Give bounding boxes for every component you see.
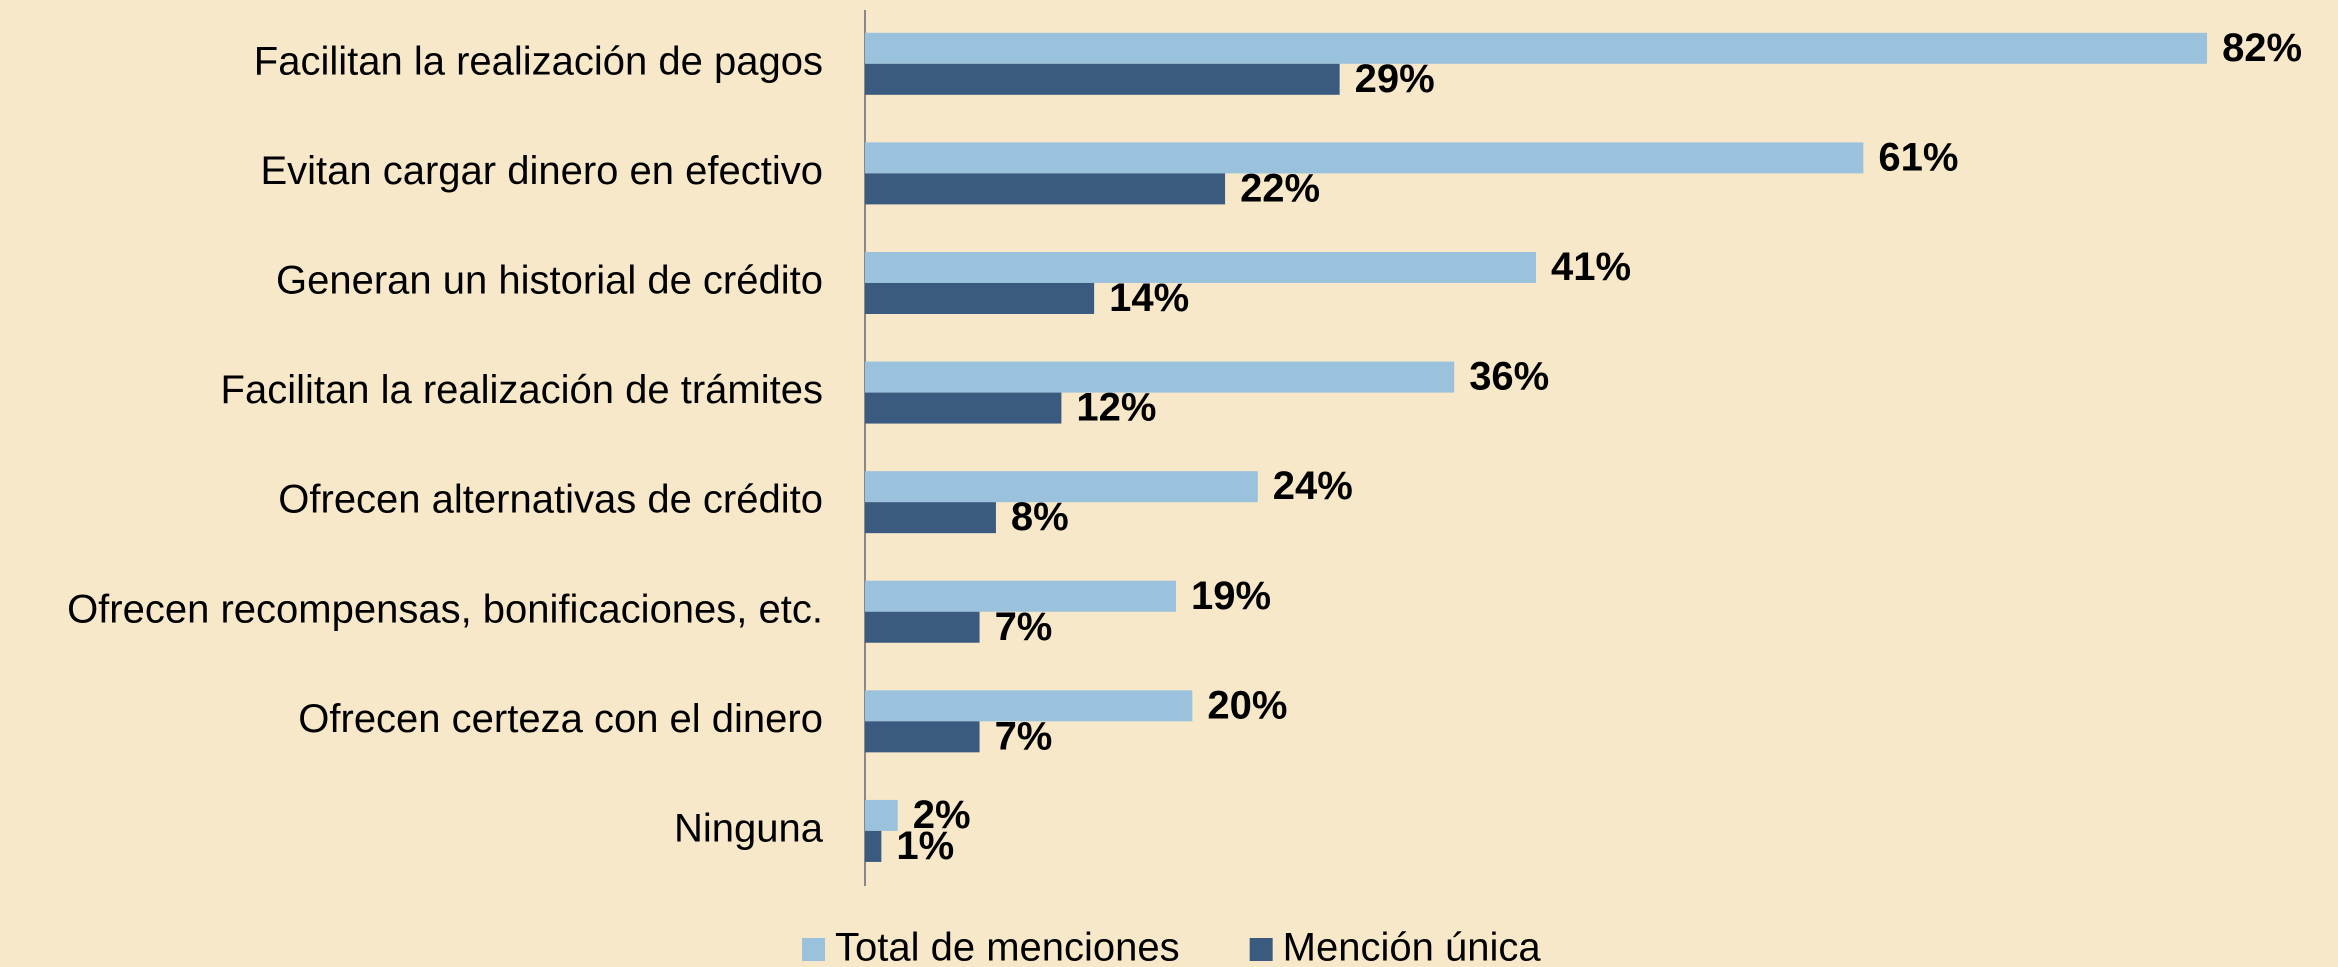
bar [865, 142, 1864, 174]
value-label: 61% [1878, 135, 1958, 179]
bar [865, 251, 1537, 283]
legend-swatch [1249, 938, 1273, 961]
value-label: 12% [1076, 386, 1156, 430]
value-label: 1% [896, 824, 954, 868]
bar [865, 471, 1258, 503]
value-label: 29% [1355, 57, 1435, 101]
legend-swatch [802, 938, 825, 961]
bar [865, 173, 1226, 205]
category-label: Ofrecen recompensas, bonificaciones, etc… [67, 587, 823, 631]
value-label: 20% [1207, 683, 1287, 727]
value-label: 14% [1109, 276, 1189, 320]
bar [865, 502, 996, 534]
category-label: Evitan cargar dinero en efectivo [260, 149, 823, 193]
bar [865, 63, 1340, 95]
bar [865, 361, 1455, 393]
legend-label: Mención única [1283, 926, 1542, 967]
value-label: 82% [2222, 26, 2302, 70]
bar [865, 282, 1095, 314]
bar [865, 830, 882, 862]
bar [865, 580, 1176, 612]
value-label: 2% [913, 793, 971, 837]
value-label: 36% [1469, 355, 1549, 399]
value-label: 19% [1191, 574, 1271, 618]
category-label: Generan un historial de crédito [276, 259, 823, 303]
bar [865, 32, 2208, 64]
value-label: 8% [1011, 495, 1069, 539]
bar [865, 721, 980, 753]
value-label: 7% [995, 714, 1053, 758]
category-label: Ofrecen certeza con el dinero [298, 697, 823, 741]
value-label: 22% [1240, 166, 1320, 210]
value-label: 41% [1551, 245, 1631, 289]
value-label: 7% [995, 605, 1053, 649]
category-label: Ninguna [674, 806, 824, 850]
category-label: Facilitan la realización de trámites [221, 368, 823, 412]
bar [865, 799, 898, 831]
bar [865, 611, 980, 643]
value-label: 24% [1273, 464, 1353, 508]
category-label: Facilitan la realización de pagos [254, 39, 823, 83]
bar [865, 392, 1062, 424]
legend-label: Total de menciones [835, 926, 1180, 967]
bar [865, 690, 1193, 722]
category-label: Ofrecen alternativas de crédito [278, 478, 823, 522]
